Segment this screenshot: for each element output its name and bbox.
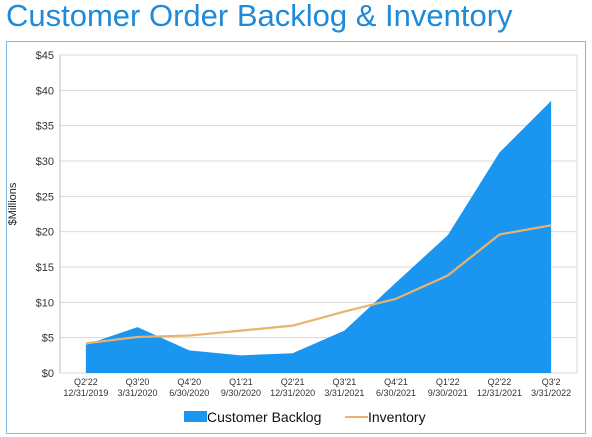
x-tick-date: 12/31/2021 [477,388,522,398]
x-tick-quarter: Q4'20 [177,377,201,387]
y-tick-label: $40 [36,85,54,97]
x-tick-quarter: Q3'2 [542,377,561,387]
y-tick-label: $5 [42,333,54,345]
y-axis-ticks: $0 $5 $10 $15 $20 $25 $30 $35 $40 $45 [36,50,54,380]
y-tick-label: $25 [36,191,54,203]
y-tick-label: $45 [36,50,54,62]
x-tick-quarter: Q1'22 [436,377,460,387]
x-axis-ticks: Q2'2212/31/2019Q3'203/31/2020Q4'206/30/2… [63,377,571,398]
x-tick-quarter: Q4'21 [384,377,408,387]
y-tick-label: $20 [36,227,54,239]
backlog-area-layer [85,100,552,373]
legend-label-inventory: Inventory [368,409,426,425]
y-tick-label: $15 [36,262,54,274]
x-tick-date: 12/31/2020 [270,388,315,398]
x-tick-quarter: Q2'22 [488,377,512,387]
legend-swatch-backlog [184,411,207,422]
y-axis-label: $Millions [7,182,19,225]
x-tick-date: 9/30/2021 [428,388,468,398]
x-tick-date: 3/31/2020 [118,388,158,398]
x-tick-quarter: Q2'21 [281,377,305,387]
x-tick-quarter: Q3'20 [126,377,150,387]
legend: Customer Backlog Inventory [184,409,426,425]
x-tick-date: 3/31/2021 [324,388,364,398]
chart-frame [6,41,586,434]
x-tick-date: 6/30/2021 [376,388,416,398]
x-tick-quarter: Q3'21 [332,377,356,387]
page-title: Customer Order Backlog & Inventory [6,0,513,33]
y-tick-label: $10 [36,297,54,309]
y-tick-label: $30 [36,156,54,168]
x-tick-date: 6/30/2020 [169,388,209,398]
x-tick-quarter: Q1'21 [229,377,253,387]
x-tick-date: 12/31/2019 [63,388,108,398]
y-tick-label: $0 [42,368,54,380]
y-tick-label: $35 [36,121,54,133]
x-tick-quarter: Q2'22 [74,377,98,387]
x-tick-date: 9/30/2020 [221,388,261,398]
inventory-line-layer [85,224,552,345]
x-tick-date: 3/31/2022 [531,388,571,398]
series-area-customer-backlog [85,100,552,373]
legend-label-backlog: Customer Backlog [207,409,321,425]
series-line-inventory [85,224,552,345]
